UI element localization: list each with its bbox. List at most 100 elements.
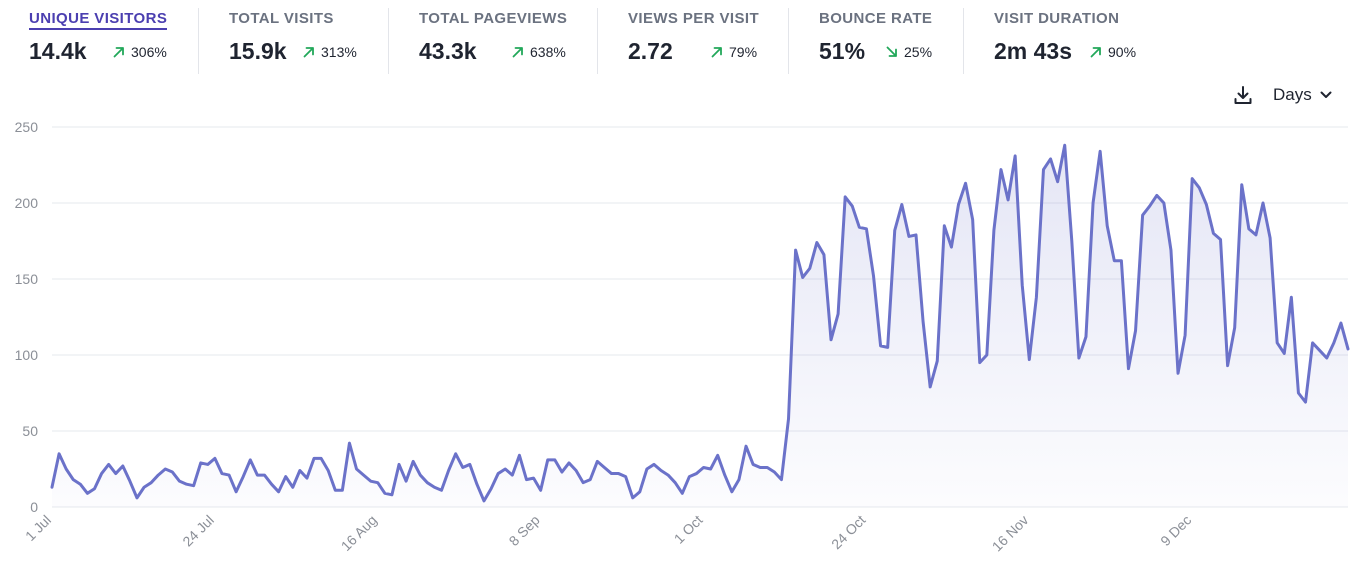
data-point[interactable] xyxy=(396,461,402,467)
data-point[interactable] xyxy=(1274,340,1280,346)
data-point[interactable] xyxy=(1118,258,1124,264)
data-point[interactable] xyxy=(955,202,961,208)
data-point[interactable] xyxy=(403,478,409,484)
data-point[interactable] xyxy=(382,490,388,496)
data-point[interactable] xyxy=(871,273,877,279)
data-point[interactable] xyxy=(1189,176,1195,182)
data-point[interactable] xyxy=(538,487,544,493)
data-point[interactable] xyxy=(1218,236,1224,242)
data-point[interactable] xyxy=(1203,202,1209,208)
data-point[interactable] xyxy=(339,487,345,493)
data-point[interactable] xyxy=(1225,363,1231,369)
data-point[interactable] xyxy=(580,480,586,486)
data-point[interactable] xyxy=(354,466,360,472)
data-point[interactable] xyxy=(693,471,699,477)
data-point[interactable] xyxy=(1090,200,1096,206)
data-point[interactable] xyxy=(70,477,76,483)
data-point[interactable] xyxy=(821,252,827,258)
data-point[interactable] xyxy=(1253,232,1259,238)
data-point[interactable] xyxy=(431,484,437,490)
data-point[interactable] xyxy=(878,343,884,349)
data-point[interactable] xyxy=(743,443,749,449)
data-point[interactable] xyxy=(1331,340,1337,346)
data-point[interactable] xyxy=(1104,223,1110,229)
data-point[interactable] xyxy=(1175,370,1181,376)
data-point[interactable] xyxy=(1281,350,1287,356)
data-point[interactable] xyxy=(56,451,62,457)
data-point[interactable] xyxy=(1111,258,1117,264)
data-point[interactable] xyxy=(141,484,147,490)
data-point[interactable] xyxy=(1161,200,1167,206)
data-point[interactable] xyxy=(644,466,650,472)
data-point[interactable] xyxy=(1182,332,1188,338)
metric-views-per-visit[interactable]: VIEWS PER VISIT 2.72 79% xyxy=(597,8,789,74)
data-point[interactable] xyxy=(389,492,395,498)
data-point[interactable] xyxy=(1154,192,1160,198)
data-point[interactable] xyxy=(786,416,792,422)
data-point[interactable] xyxy=(148,480,154,486)
data-point[interactable] xyxy=(545,457,551,463)
data-point[interactable] xyxy=(991,227,997,233)
data-point[interactable] xyxy=(920,319,926,325)
data-point[interactable] xyxy=(474,481,480,487)
data-point[interactable] xyxy=(885,344,891,350)
data-point[interactable] xyxy=(1239,182,1245,188)
data-point[interactable] xyxy=(283,474,289,480)
data-point[interactable] xyxy=(984,352,990,358)
data-point[interactable] xyxy=(276,489,282,495)
data-point[interactable] xyxy=(318,455,324,461)
download-button[interactable] xyxy=(1232,84,1254,106)
data-point[interactable] xyxy=(1125,366,1131,372)
data-point[interactable] xyxy=(99,471,105,477)
data-point[interactable] xyxy=(1140,212,1146,218)
data-point[interactable] xyxy=(304,475,310,481)
data-point[interactable] xyxy=(658,468,664,474)
data-point[interactable] xyxy=(679,490,685,496)
data-point[interactable] xyxy=(297,468,303,474)
data-point[interactable] xyxy=(672,480,678,486)
data-point[interactable] xyxy=(1295,390,1301,396)
data-point[interactable] xyxy=(608,471,614,477)
data-point[interactable] xyxy=(127,478,133,484)
data-point[interactable] xyxy=(1196,185,1202,191)
data-point[interactable] xyxy=(948,244,954,250)
data-point[interactable] xyxy=(559,469,565,475)
data-point[interactable] xyxy=(934,358,940,364)
data-point[interactable] xyxy=(637,489,643,495)
data-point[interactable] xyxy=(1338,320,1344,326)
data-point[interactable] xyxy=(587,477,593,483)
metric-unique-visitors[interactable]: UNIQUE VISITORS 14.4k 306% xyxy=(0,8,198,74)
data-point[interactable] xyxy=(750,461,756,467)
metric-visit-duration[interactable]: VISIT DURATION 2m 43s 90% xyxy=(963,8,1164,74)
data-point[interactable] xyxy=(212,455,218,461)
metric-total-pageviews[interactable]: TOTAL PAGEVIEWS 43.3k 638% xyxy=(388,8,598,74)
data-point[interactable] xyxy=(162,466,168,472)
data-point[interactable] xyxy=(290,484,296,490)
metric-total-visits[interactable]: TOTAL VISITS 15.9k 313% xyxy=(198,8,389,74)
data-point[interactable] xyxy=(715,452,721,458)
data-point[interactable] xyxy=(481,498,487,504)
data-point[interactable] xyxy=(941,223,947,229)
data-point[interactable] xyxy=(531,475,537,481)
data-point[interactable] xyxy=(1260,200,1266,206)
data-point[interactable] xyxy=(226,472,232,478)
visitors-chart[interactable]: 0 50 100 150 200 250 1 Jul 24 Jul 16 Aug 8 Sep 1 O… xyxy=(0,110,1356,578)
data-point[interactable] xyxy=(120,463,126,469)
data-point[interactable] xyxy=(1210,230,1216,236)
data-point[interactable] xyxy=(106,461,112,467)
data-point[interactable] xyxy=(410,458,416,464)
data-point[interactable] xyxy=(523,477,529,483)
data-point[interactable] xyxy=(892,227,898,233)
data-point[interactable] xyxy=(184,481,190,487)
data-point[interactable] xyxy=(261,472,267,478)
data-point[interactable] xyxy=(856,224,862,230)
data-point[interactable] xyxy=(439,487,445,493)
data-point[interactable] xyxy=(970,217,976,223)
data-point[interactable] xyxy=(1076,355,1082,361)
data-point[interactable] xyxy=(155,472,161,478)
data-point[interactable] xyxy=(1345,346,1351,352)
data-point[interactable] xyxy=(1147,203,1153,209)
data-point[interactable] xyxy=(1083,334,1089,340)
data-point[interactable] xyxy=(346,440,352,446)
data-point[interactable] xyxy=(368,478,374,484)
